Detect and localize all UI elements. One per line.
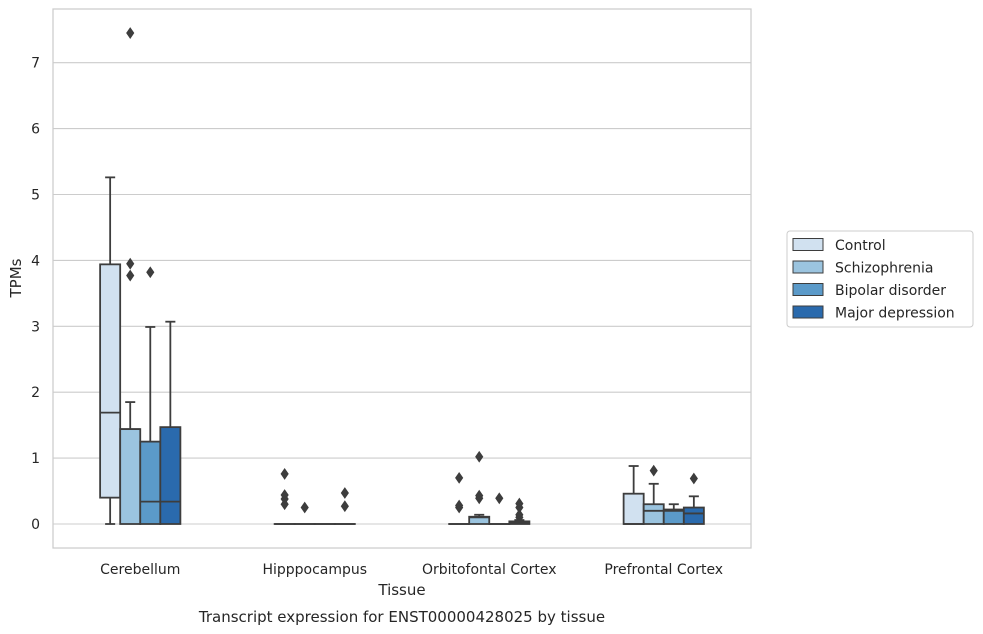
outlier-point [689, 472, 698, 485]
outlier-point [300, 501, 309, 514]
outlier-point [515, 497, 524, 510]
box-body [119, 428, 142, 525]
legend-item-2: Bipolar disorder [792, 283, 946, 299]
box-1-3 [642, 464, 665, 525]
y-tick-label-4: 4 [31, 253, 40, 269]
legend-swatch [792, 283, 824, 296]
box-0-0 [99, 176, 122, 525]
box-series-group [99, 27, 705, 525]
outlier-point [126, 27, 135, 39]
legend-item-1: Schizophrenia [792, 260, 933, 277]
box-body [622, 492, 645, 525]
outlier-point [495, 492, 504, 505]
box-0-3 [622, 465, 645, 525]
box-1-1 [293, 501, 316, 525]
outlier-point [475, 489, 484, 502]
outlier-point [340, 500, 349, 513]
y-axis-tick-labels: 0 1 2 3 4 5 6 7 [31, 56, 40, 533]
legend-swatch [792, 260, 824, 274]
box-body [642, 503, 665, 525]
legend-item-0: Control [792, 238, 886, 254]
series-control [99, 176, 645, 525]
y-tick-label-2: 2 [31, 385, 40, 401]
box-2-0 [139, 266, 162, 525]
box-1-2 [468, 450, 491, 525]
legend-swatch [792, 238, 824, 251]
x-axis-tick-labels: Cerebellum Hipppocampus Orbitofontal Corte… [100, 562, 723, 578]
plot-area-frame [52, 8, 752, 549]
outlier-point [649, 464, 658, 477]
outlier-point [146, 266, 155, 279]
series-schizophrenia [119, 27, 665, 525]
series-major-depression [159, 320, 705, 525]
box-body [99, 263, 122, 499]
outlier-point [280, 489, 289, 501]
outlier-point [340, 487, 349, 499]
outlier-point [126, 257, 135, 270]
legend-label: Schizophrenia [835, 261, 933, 277]
legend: Control Schizophrenia Bipolar disorder Majo… [786, 230, 974, 328]
outlier-point [280, 468, 289, 480]
box-body [682, 506, 705, 525]
series-bipolar-disorder [139, 266, 685, 525]
y-tick-label-0: 0 [31, 517, 40, 533]
y-axis-title: TPMs [7, 258, 25, 298]
box-3-0 [159, 320, 182, 525]
x-axis-title: Tissue [377, 581, 425, 599]
box-body [159, 426, 182, 525]
box-3-2 [508, 497, 531, 525]
legend-item-3: Major depression [792, 305, 955, 322]
legend-frame [786, 230, 974, 328]
x-tick-label-1: Hipppocampus [262, 562, 367, 578]
outlier-point [126, 269, 135, 282]
box-2-2 [488, 492, 511, 525]
legend-label: Control [835, 238, 886, 254]
box-0-1 [273, 468, 296, 525]
box-1-0 [119, 27, 142, 525]
box-body [139, 440, 162, 525]
y-tick-label-3: 3 [31, 319, 40, 335]
x-tick-label-3: Prefrontal Cortex [604, 562, 723, 578]
box-3-3 [682, 472, 705, 525]
outlier-point [455, 471, 464, 484]
outlier-point [475, 450, 484, 463]
legend-label: Major depression [835, 306, 955, 322]
y-tick-label-1: 1 [31, 451, 40, 467]
legend-swatch [792, 305, 824, 319]
box-3-1 [333, 487, 356, 525]
x-tick-label-0: Cerebellum [100, 562, 180, 578]
box-2-3 [662, 503, 685, 525]
chart-caption: Transcript expression for ENST0000042802… [198, 608, 605, 626]
outlier-point [515, 508, 524, 521]
y-tick-label-7: 7 [31, 56, 40, 72]
legend-label: Bipolar disorder [835, 283, 946, 299]
box-0-2 [448, 471, 471, 525]
y-tick-label-6: 6 [31, 122, 40, 138]
y-tick-label-5: 5 [31, 188, 40, 204]
x-tick-label-2: Orbitofontal Cortex [422, 562, 557, 578]
outlier-point [455, 499, 464, 512]
